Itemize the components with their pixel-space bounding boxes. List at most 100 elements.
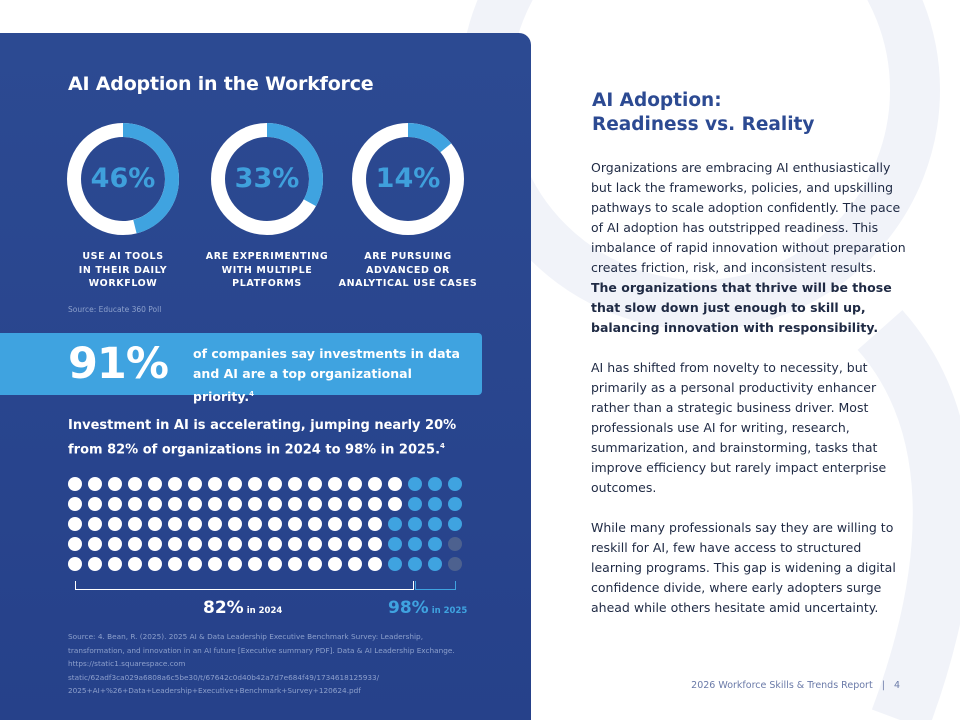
dot-marker [128, 497, 142, 511]
dot-marker [428, 477, 442, 491]
dot-marker [408, 557, 422, 571]
dot-marker [168, 557, 182, 571]
dot-marker [368, 497, 382, 511]
donut-caption: ARE PURSUING ADVANCED OR ANALYTICAL USE … [338, 251, 478, 289]
dot-marker [348, 477, 362, 491]
footnote-ref: 4 [440, 442, 445, 450]
dot-marker [308, 517, 322, 531]
dot-marker [408, 517, 422, 531]
donut-arc [67, 123, 179, 235]
donut-value: 33% [234, 163, 300, 194]
dot-marker [248, 557, 262, 571]
donut-chart-daily-workflow: 46% [66, 122, 180, 236]
dot-marker [108, 537, 122, 551]
dot-marker [68, 477, 82, 491]
donut-arc [211, 123, 323, 235]
dot-marker [148, 537, 162, 551]
dot-marker [288, 477, 302, 491]
dot-marker [308, 477, 322, 491]
dot-marker [88, 477, 102, 491]
dot-marker [208, 517, 222, 531]
dot-marker [268, 477, 282, 491]
dot-marker [348, 557, 362, 571]
dot-marker [128, 517, 142, 531]
emphasis-text: The organizations that thrive will be th… [591, 280, 892, 335]
dot-marker [228, 557, 242, 571]
dot-marker [428, 557, 442, 571]
dot-marker [428, 517, 442, 531]
dot-marker [328, 497, 342, 511]
dot-marker [328, 557, 342, 571]
dot-marker [268, 517, 282, 531]
donut-caption: ARE EXPERIMENTING WITH MULTIPLE PLATFORM… [205, 251, 329, 289]
source-citation: Source: 4. Bean, R. (2025). 2025 AI & Da… [68, 632, 455, 695]
donut-ring [67, 123, 179, 235]
dot-marker [448, 557, 462, 571]
dot-marker [408, 497, 422, 511]
dot-marker [448, 477, 462, 491]
dot-marker [88, 497, 102, 511]
dot-marker [368, 537, 382, 551]
dot-marker [208, 557, 222, 571]
dot-marker [428, 537, 442, 551]
dot-marker [348, 537, 362, 551]
body-text: Organizations are embracing AI enthusias… [591, 158, 906, 638]
source-poll: Source: Educate 360 Poll [68, 305, 162, 314]
dot-marker [108, 557, 122, 571]
investment-statement: Investment in AI is accelerating, jumpin… [68, 418, 457, 458]
dot-marker [68, 517, 82, 531]
donut-chart-experimenting: 33% [210, 122, 324, 236]
page-number: 4 [893, 680, 900, 691]
footnote-ref: 4 [249, 390, 255, 398]
dot-marker [148, 477, 162, 491]
dot-marker [268, 557, 282, 571]
donut-caption: USE AI TOOLS IN THEIR DAILY WORKFLOW [78, 251, 168, 289]
dot-marker [368, 517, 382, 531]
paragraph-1: Organizations are embracing AI enthusias… [591, 160, 906, 335]
dot-marker [328, 537, 342, 551]
dot-marker [248, 517, 262, 531]
dot-marker [368, 477, 382, 491]
dot-marker [448, 537, 462, 551]
donut-ring [211, 123, 323, 235]
bracket-2025 [415, 581, 456, 590]
dot-marker [288, 497, 302, 511]
dot-marker [108, 517, 122, 531]
dot-marker [208, 497, 222, 511]
paragraph-2: AI has shifted from novelty to necessity… [591, 360, 887, 495]
dot-marker [68, 537, 82, 551]
dot-marker [188, 477, 202, 491]
dot-marker [328, 517, 342, 531]
dot-marker [68, 557, 82, 571]
dot-marker [388, 477, 402, 491]
dot-marker [228, 517, 242, 531]
section-title: AI Adoption: Readiness vs. Reality [592, 90, 815, 135]
dot-marker [128, 557, 142, 571]
dot-marker [228, 477, 242, 491]
donut-arc [352, 123, 464, 235]
stat-description: of companies say investments in data and… [193, 346, 460, 405]
dot-marker [388, 517, 402, 531]
dot-marker [188, 557, 202, 571]
bracket-2024 [75, 581, 414, 590]
donut-value: 46% [90, 163, 156, 194]
dot-marker [148, 517, 162, 531]
dot-marker [408, 477, 422, 491]
dot-marker [268, 537, 282, 551]
dot-marker [448, 497, 462, 511]
dot-marker [248, 477, 262, 491]
paragraph-3: While many professionals say they are wi… [591, 520, 896, 615]
dot-marker [108, 477, 122, 491]
dot-marker [208, 537, 222, 551]
donut-chart-advanced: 14% [351, 122, 465, 236]
dot-marker [288, 557, 302, 571]
dot-marker [248, 537, 262, 551]
report-name: 2026 Workforce Skills & Trends Report [691, 680, 873, 691]
dot-marker [188, 517, 202, 531]
label-2024: 82% in 2024 [203, 598, 283, 618]
dot-marker [248, 497, 262, 511]
dot-marker [168, 497, 182, 511]
donut-ring [352, 123, 464, 235]
dot-marker [108, 497, 122, 511]
dot-marker [88, 557, 102, 571]
